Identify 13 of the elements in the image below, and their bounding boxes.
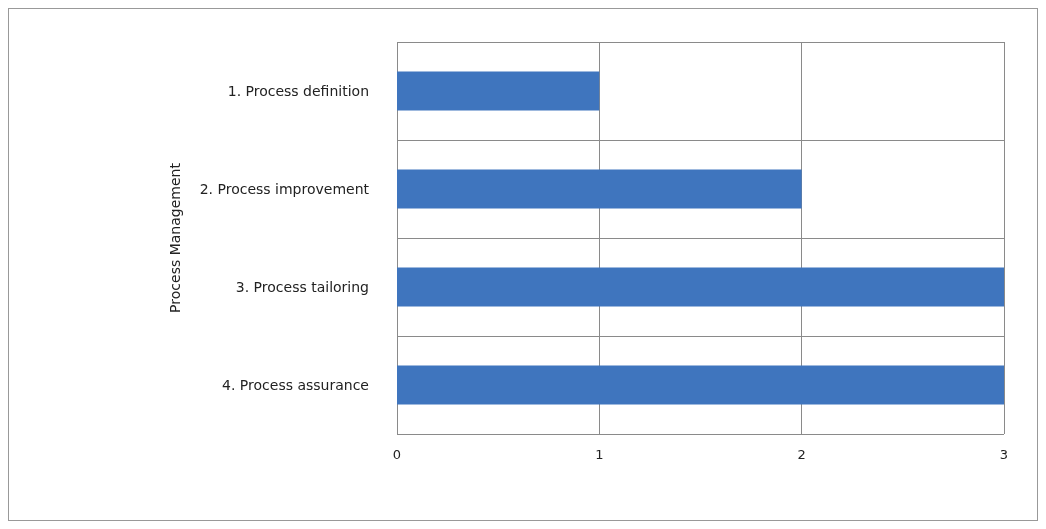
bar [397,71,600,111]
y-tick-label: 1. Process definition [227,83,369,99]
bar [397,267,1004,307]
y-tick-label: 3. Process tailoring [235,279,369,295]
x-tick-label: 1 [595,447,604,462]
bar [397,365,1004,405]
y-axis-title: Process Management [167,162,183,313]
x-tick-label: 0 [392,447,402,462]
x-tick-label: 2 [797,447,806,462]
y-tick-label: 4. Process assurance [222,377,369,393]
bar [397,169,802,209]
y-tick-label: 2. Process improvement [199,181,370,197]
x-tick-label: 3 [999,447,1009,462]
